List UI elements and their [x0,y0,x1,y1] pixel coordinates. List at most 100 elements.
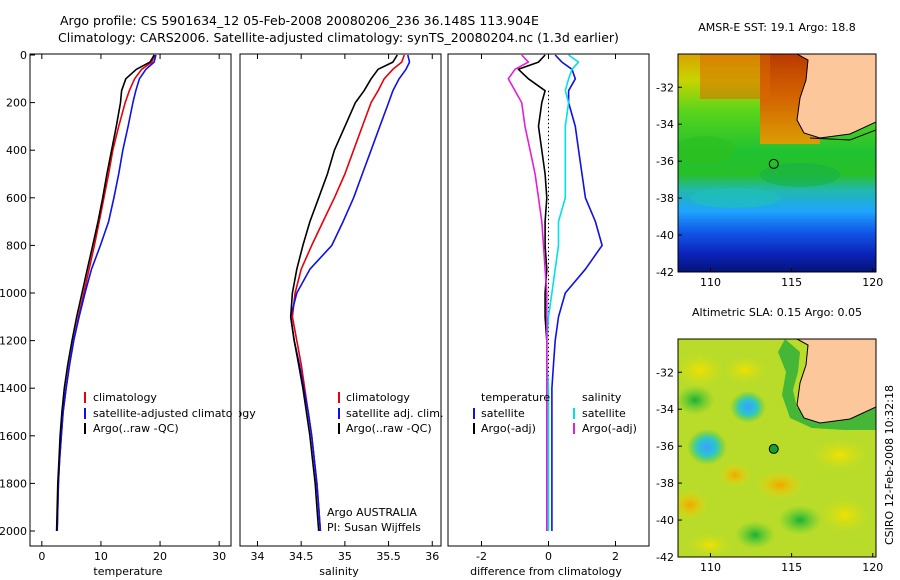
legend-group-temperature: temperature [481,391,550,404]
x-tick-label: 35 [338,550,352,563]
temperature-legend: climatology satellite-adjusted climatolo… [84,391,256,435]
x-tick-label: 35.5 [376,550,401,563]
map-y-tick-label: -32 [656,81,674,94]
sst-map-frame [677,53,877,273]
map-x-tick-label: 110 [700,561,721,574]
annotation-pi: PI: Susan Wijffels [327,521,421,534]
map-y-tick-label: -40 [656,514,674,527]
map-y-tick-label: -38 [656,477,674,490]
sst-map-axes: 110 115 120 -32 -34 -36 -38 -40 -42 [656,81,883,289]
legend-label-satellite: satellite adj. clim. [346,407,443,420]
map-x-tick-label: 110 [700,276,721,289]
x-tick-label: 2 [612,550,619,563]
legend-label-sal-satellite: satellite [582,407,626,420]
salinity-panel-frame [239,53,442,547]
y-tick-label: 1800 [0,477,27,490]
y-tick-label: 1200 [0,335,27,348]
legend-label-argo: Argo(..raw -QC) [93,422,179,435]
map-x-tick-label: 115 [781,276,802,289]
y-tick-label: 1400 [0,382,27,395]
annotation-argo-australia: Argo AUSTRALIA [327,506,417,519]
y-tick-label: 600 [6,192,27,205]
sst-coastline [796,54,876,139]
legend-swatch-temp-argo [473,423,475,434]
sla-map-frame [677,338,877,558]
header-title-line2: Climatology: CARS2006. Satellite-adjuste… [58,30,619,45]
csiro-timestamp: CSIRO 12-Feb-2008 10:32:18 [883,385,896,545]
x-tick-label: 20 [153,550,167,563]
map-y-tick-label: -36 [656,440,674,453]
temperature-panel-frame [29,53,232,547]
legend-swatch-satellite [338,408,340,419]
legend-label-climatology: climatology [346,391,410,404]
series-line [551,54,603,531]
difference-legend: temperature satellite Argo(-adj) salinit… [473,391,637,435]
sla-coastline [796,339,876,424]
map-y-tick-label: -32 [656,366,674,379]
x-tick-label: 34 [250,550,264,563]
y-tick-label: 0 [20,49,27,62]
map-x-tick-label: 120 [862,561,883,574]
legend-swatch-climatology [84,392,86,403]
legend-swatch-climatology [338,392,340,403]
map-y-tick-label: -42 [656,266,674,279]
x-tick-label: -2 [476,550,487,563]
sst-float-marker [768,158,779,169]
series-line [289,54,411,532]
y-tick-label: 1000 [0,287,27,300]
legend-swatch-sal-satellite [573,408,575,419]
x-tick-label: 0 [545,550,552,563]
series-line [545,54,580,531]
legend-group-salinity: salinity [582,391,622,404]
series-line [289,54,398,532]
salinity-xlabel: salinity [319,565,359,578]
map-y-tick-label: -38 [656,192,674,205]
legend-label-climatology: climatology [93,391,157,404]
legend-swatch-satellite [84,408,86,419]
series-line [56,54,157,532]
series-line [507,54,548,531]
legend-label-sal-argo: Argo(-adj) [582,422,637,435]
legend-swatch-argo [338,423,340,434]
x-tick-label: 30 [212,550,226,563]
x-tick-label: 36 [425,550,439,563]
map-x-tick-label: 120 [862,276,883,289]
x-tick-label: 0 [38,550,45,563]
x-tick-label: 34.5 [289,550,314,563]
map-y-tick-label: -42 [656,551,674,564]
map-y-tick-label: -36 [656,155,674,168]
header-title-line1: Argo profile: CS 5901634_12 05-Feb-2008 … [60,13,539,28]
y-tick-label: 400 [6,144,27,157]
legend-label-temp-argo: Argo(-adj) [481,422,536,435]
y-tick-label: 1600 [0,430,27,443]
legend-label-satellite: satellite-adjusted climatology [93,407,256,420]
sla-map-title: Altimetric SLA: 0.15 Argo: 0.05 [692,306,862,319]
sst-map-title: AMSR-E SST: 19.1 Argo: 18.8 [698,21,856,34]
y-tick-label: 2000 [0,525,27,538]
map-y-tick-label: -34 [656,403,674,416]
map-y-tick-label: -34 [656,118,674,131]
map-y-tick-label: -40 [656,229,674,242]
y-tick-label: 800 [6,239,27,252]
sst-map-image [678,54,876,272]
sla-float-marker [768,443,779,454]
legend-swatch-argo [84,423,86,434]
legend-label-temp-satellite: satellite [481,407,525,420]
temperature-xlabel: temperature [93,565,162,578]
temperature-axes: 0 10 20 30 0 200 400 600 800 1000 1200 1400 1600 1800… [0,49,226,563]
y-tick-label: 200 [6,97,27,110]
legend-swatch-sal-argo [573,423,575,434]
legend-swatch-temp-satellite [473,408,475,419]
sla-map-axes: 110 115 120 -32 -34 -36 -38 -40 -42 [656,366,883,574]
salinity-legend: climatology satellite adj. clim. Argo(..… [338,391,443,435]
x-tick-label: 10 [94,550,108,563]
difference-axes: -2 0 2 [476,54,619,563]
legend-label-argo: Argo(..raw -QC) [346,422,432,435]
series-line [55,54,155,532]
difference-xlabel: difference from climatology [470,565,622,578]
legend-clip-cover [232,390,239,440]
sla-map-image [678,339,876,557]
salinity-axes: 34 34.5 35 35.5 36 [250,54,439,563]
map-x-tick-label: 115 [781,561,802,574]
